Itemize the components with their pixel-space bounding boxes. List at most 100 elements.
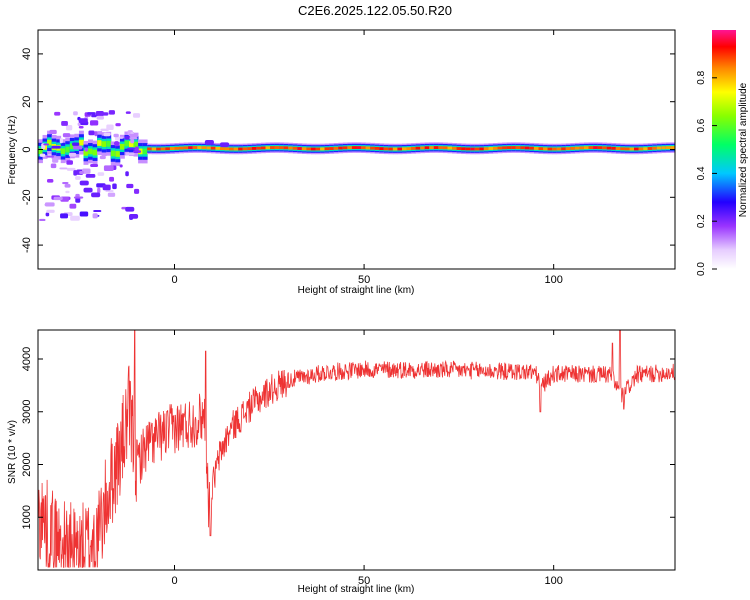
spectrogram-cell	[615, 147, 621, 150]
spectrogram-cell	[502, 146, 508, 150]
spectrogram-cell	[552, 147, 558, 151]
spectrogram-cell	[570, 146, 576, 150]
spectrogram-cell	[433, 146, 439, 150]
spectrogram-cell	[91, 192, 101, 198]
x-tick-label: 100	[544, 274, 562, 286]
spectrogram-cell	[114, 141, 119, 147]
spectrogram-cell	[656, 146, 662, 150]
spectrogram-cell	[53, 196, 63, 201]
spectrogram-cell	[59, 138, 63, 144]
spectrogram-cell	[638, 147, 644, 151]
spectrogram-cell	[647, 147, 653, 150]
spectrogram-cell	[229, 147, 235, 151]
spectrogram-cell	[132, 113, 141, 118]
spectrogram-cell	[54, 111, 61, 116]
spectrogram-cell	[130, 138, 135, 144]
spectrogram-cell	[128, 133, 139, 137]
spectrogram-cell	[183, 146, 189, 150]
spectrogram-cell	[46, 209, 55, 213]
spectrogram-cell	[506, 146, 512, 150]
snr-series-line	[38, 330, 675, 569]
spectrogram-cell	[66, 160, 73, 165]
spectrogram-cell	[188, 146, 194, 150]
spectrogram-cell	[515, 146, 521, 150]
spectrogram-cell	[99, 155, 106, 160]
spectrogram-cell	[75, 176, 81, 180]
spectrogram-cell	[388, 147, 394, 151]
spectrogram-cell	[39, 153, 46, 157]
spectrogram-cell	[329, 147, 335, 150]
spectrogram-cell	[115, 123, 121, 127]
spectrogram-cell	[411, 146, 417, 150]
spectrogram-cell	[206, 146, 212, 150]
spectrogram-cell	[102, 184, 111, 191]
spectrogram-cell	[92, 213, 98, 219]
spectrogram-cell	[233, 147, 239, 151]
spectrogram-cell	[461, 147, 467, 151]
spectrogram-cell	[538, 147, 544, 151]
spectrogram-cell	[497, 146, 503, 150]
spectrogram-cell	[397, 147, 403, 151]
spectrogram-cell	[88, 148, 93, 155]
spectrogram-cell	[94, 131, 98, 137]
spectrogram-cell	[125, 171, 129, 177]
spectrogram-cell	[301, 147, 307, 151]
spectrogram-cell	[65, 124, 73, 131]
spectrogram-cell	[238, 147, 244, 151]
spectrogram-cell	[524, 146, 530, 150]
spectrogram-cell	[44, 202, 55, 207]
spectrogram-cell	[493, 146, 498, 150]
spectrogram-cell	[406, 147, 412, 151]
y-tick-label: 1000	[21, 505, 33, 529]
spectrogram-cell	[83, 187, 93, 193]
spectrogram-cell	[224, 147, 230, 151]
spectrogram-cell	[45, 212, 50, 217]
spectrogram-cell	[274, 146, 280, 150]
spectrogram-cell	[383, 147, 389, 151]
spectrogram-cell	[169, 147, 175, 150]
spectrogram-cell	[297, 147, 303, 150]
spectrogram-cell	[438, 146, 444, 150]
spectrogram-cell	[52, 157, 59, 163]
colorbar: 0.0 0.2 0.4 0.6 0.8 Normalized spectral ampl…	[696, 30, 749, 276]
spectrogram-cell	[97, 172, 105, 176]
spectrogram-cell	[456, 147, 462, 150]
y-tick-label: 20	[21, 96, 33, 108]
spectrogram-cell	[643, 147, 649, 151]
spectrogram-cell	[584, 146, 589, 150]
spectrogram-cell	[201, 146, 207, 150]
spectrogram-cell	[265, 146, 271, 150]
spectrogram-cell	[547, 147, 553, 151]
spectrogram-cell	[90, 120, 99, 126]
spectrogram-x-label: Height of straight line (km)	[298, 285, 415, 296]
spectrogram-cell	[365, 146, 371, 150]
spectrogram-cell	[68, 152, 77, 157]
spectrogram-cell	[374, 146, 380, 150]
spectrogram-cell	[59, 167, 68, 170]
spectrogram-cell	[119, 164, 123, 168]
y-tick-label: -20	[21, 189, 33, 205]
spectrogram-cell	[588, 146, 594, 150]
spectrogram-cell	[429, 146, 435, 150]
spectrogram-cell	[61, 120, 68, 126]
spectrogram-cell	[73, 111, 78, 116]
spectrogram-cell	[69, 203, 77, 209]
spectrogram-cell	[351, 146, 357, 150]
spectrogram-cell	[488, 147, 494, 150]
snr-panel: 0 50 100 1000 2000 3000 4000 Height of straigh…	[7, 329, 676, 595]
spectrogram-cell	[442, 146, 448, 150]
spectrogram-cell	[574, 146, 580, 150]
spectrogram-cell	[39, 218, 46, 221]
spectrogram-cell	[606, 146, 612, 150]
spectrogram-cell	[197, 146, 203, 150]
colorbar-gradient	[712, 30, 736, 269]
spectrogram-cell	[324, 147, 330, 151]
spectrogram-cell	[292, 146, 298, 150]
spectrogram-cell	[665, 146, 671, 150]
spectrogram-cell	[634, 147, 639, 151]
spectrogram-cell	[602, 146, 608, 150]
y-tick-label: 40	[21, 48, 33, 60]
spectrogram-cell	[50, 163, 57, 169]
spectrogram-cell	[529, 146, 535, 150]
spectrogram-cell	[242, 147, 248, 151]
